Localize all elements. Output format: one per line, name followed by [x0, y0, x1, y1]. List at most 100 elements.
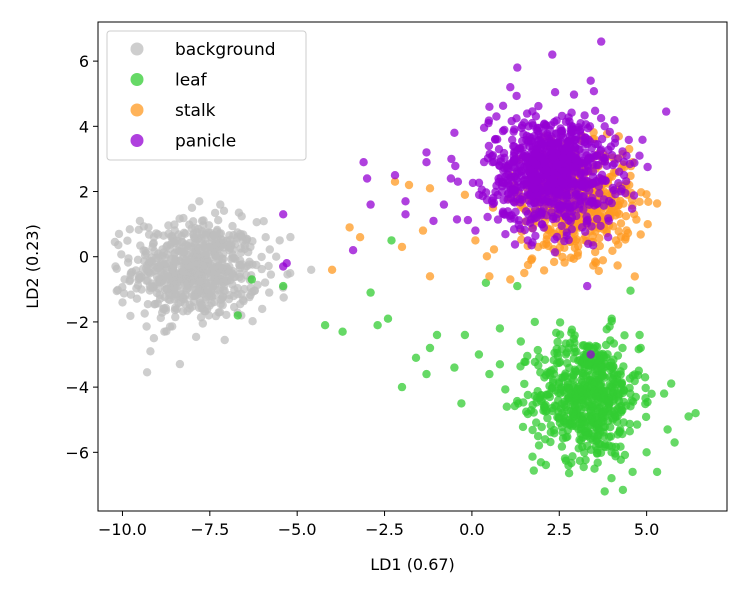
data-point: [592, 449, 602, 458]
data-point: [169, 277, 178, 286]
data-point: [502, 161, 511, 171]
data-point: [189, 279, 198, 288]
data-point: [452, 215, 462, 224]
data-point: [175, 359, 185, 369]
data-point: [634, 366, 643, 375]
data-point: [237, 274, 246, 283]
data-point: [248, 317, 257, 326]
data-point: [630, 158, 639, 167]
data-point: [532, 176, 542, 186]
data-point: [557, 442, 567, 451]
data-point: [591, 341, 600, 351]
data-point: [600, 154, 609, 163]
data-point: [618, 147, 627, 156]
data-point: [584, 239, 593, 248]
data-point: [266, 270, 276, 279]
data-point: [595, 382, 605, 391]
data-point: [153, 230, 163, 239]
data-point: [218, 300, 227, 310]
data-point: [558, 153, 568, 163]
data-point: [189, 291, 198, 301]
data-point: [148, 279, 157, 288]
data-point: [564, 469, 574, 478]
data-point: [283, 270, 292, 279]
data-point: [184, 261, 193, 270]
data-point: [616, 219, 626, 228]
data-point: [509, 156, 518, 165]
legend-label-background: background: [175, 40, 276, 60]
data-point: [527, 255, 536, 265]
data-point: [596, 221, 605, 231]
data-point: [227, 239, 236, 248]
data-point: [236, 260, 245, 270]
data-point: [124, 254, 133, 263]
data-point: [260, 278, 270, 287]
data-point: [604, 233, 613, 242]
data-point: [404, 180, 414, 190]
data-point: [614, 179, 623, 188]
data-point: [590, 152, 600, 161]
data-point: [587, 143, 596, 153]
data-point: [143, 300, 153, 309]
data-point: [592, 160, 601, 170]
data-point: [542, 239, 551, 249]
data-point: [533, 345, 542, 355]
data-point: [233, 311, 242, 320]
data-point: [223, 264, 233, 273]
data-point: [586, 445, 596, 454]
data-point: [135, 216, 145, 226]
data-point: [608, 383, 617, 392]
data-point: [532, 125, 541, 134]
data-point: [397, 242, 407, 252]
data-point: [608, 246, 617, 255]
data-point: [495, 360, 505, 369]
data-point: [204, 292, 213, 301]
data-point: [502, 402, 511, 411]
data-point: [457, 399, 466, 408]
data-point: [512, 114, 521, 123]
data-point: [170, 249, 179, 258]
data-point: [539, 143, 549, 153]
data-point: [259, 217, 268, 226]
plot-frame: [97, 21, 728, 512]
data-point: [197, 216, 207, 225]
data-point: [607, 314, 616, 323]
data-point: [563, 426, 572, 435]
data-point: [185, 300, 194, 309]
legend-marker-stalk: [130, 103, 144, 117]
data-point: [605, 127, 614, 137]
data-point: [279, 281, 288, 291]
data-point: [265, 245, 274, 254]
data-point: [570, 344, 579, 353]
data-point: [153, 254, 162, 263]
data-point: [552, 161, 561, 170]
data-point: [547, 208, 556, 217]
data-point: [477, 185, 486, 194]
data-point: [615, 428, 624, 437]
data-point: [576, 169, 585, 178]
data-point: [586, 434, 595, 443]
points-layer: [110, 37, 700, 496]
data-point: [529, 466, 538, 475]
series-leaf: [233, 236, 700, 496]
data-point: [545, 371, 555, 380]
data-point: [552, 116, 561, 125]
data-point: [626, 286, 635, 295]
legend-label-stalk: stalk: [175, 101, 216, 121]
data-point: [348, 246, 358, 255]
data-point: [485, 272, 494, 281]
data-point: [327, 265, 337, 274]
data-point: [479, 157, 489, 167]
data-point: [561, 456, 571, 465]
data-point: [383, 314, 393, 323]
data-point: [338, 327, 347, 336]
data-point: [520, 268, 529, 278]
data-point: [638, 135, 647, 144]
data-point: [422, 148, 431, 157]
data-point: [627, 204, 637, 213]
data-point: [198, 319, 207, 328]
data-point: [547, 146, 557, 155]
data-point: [530, 184, 540, 193]
data-point: [501, 230, 510, 239]
data-point: [114, 240, 123, 250]
